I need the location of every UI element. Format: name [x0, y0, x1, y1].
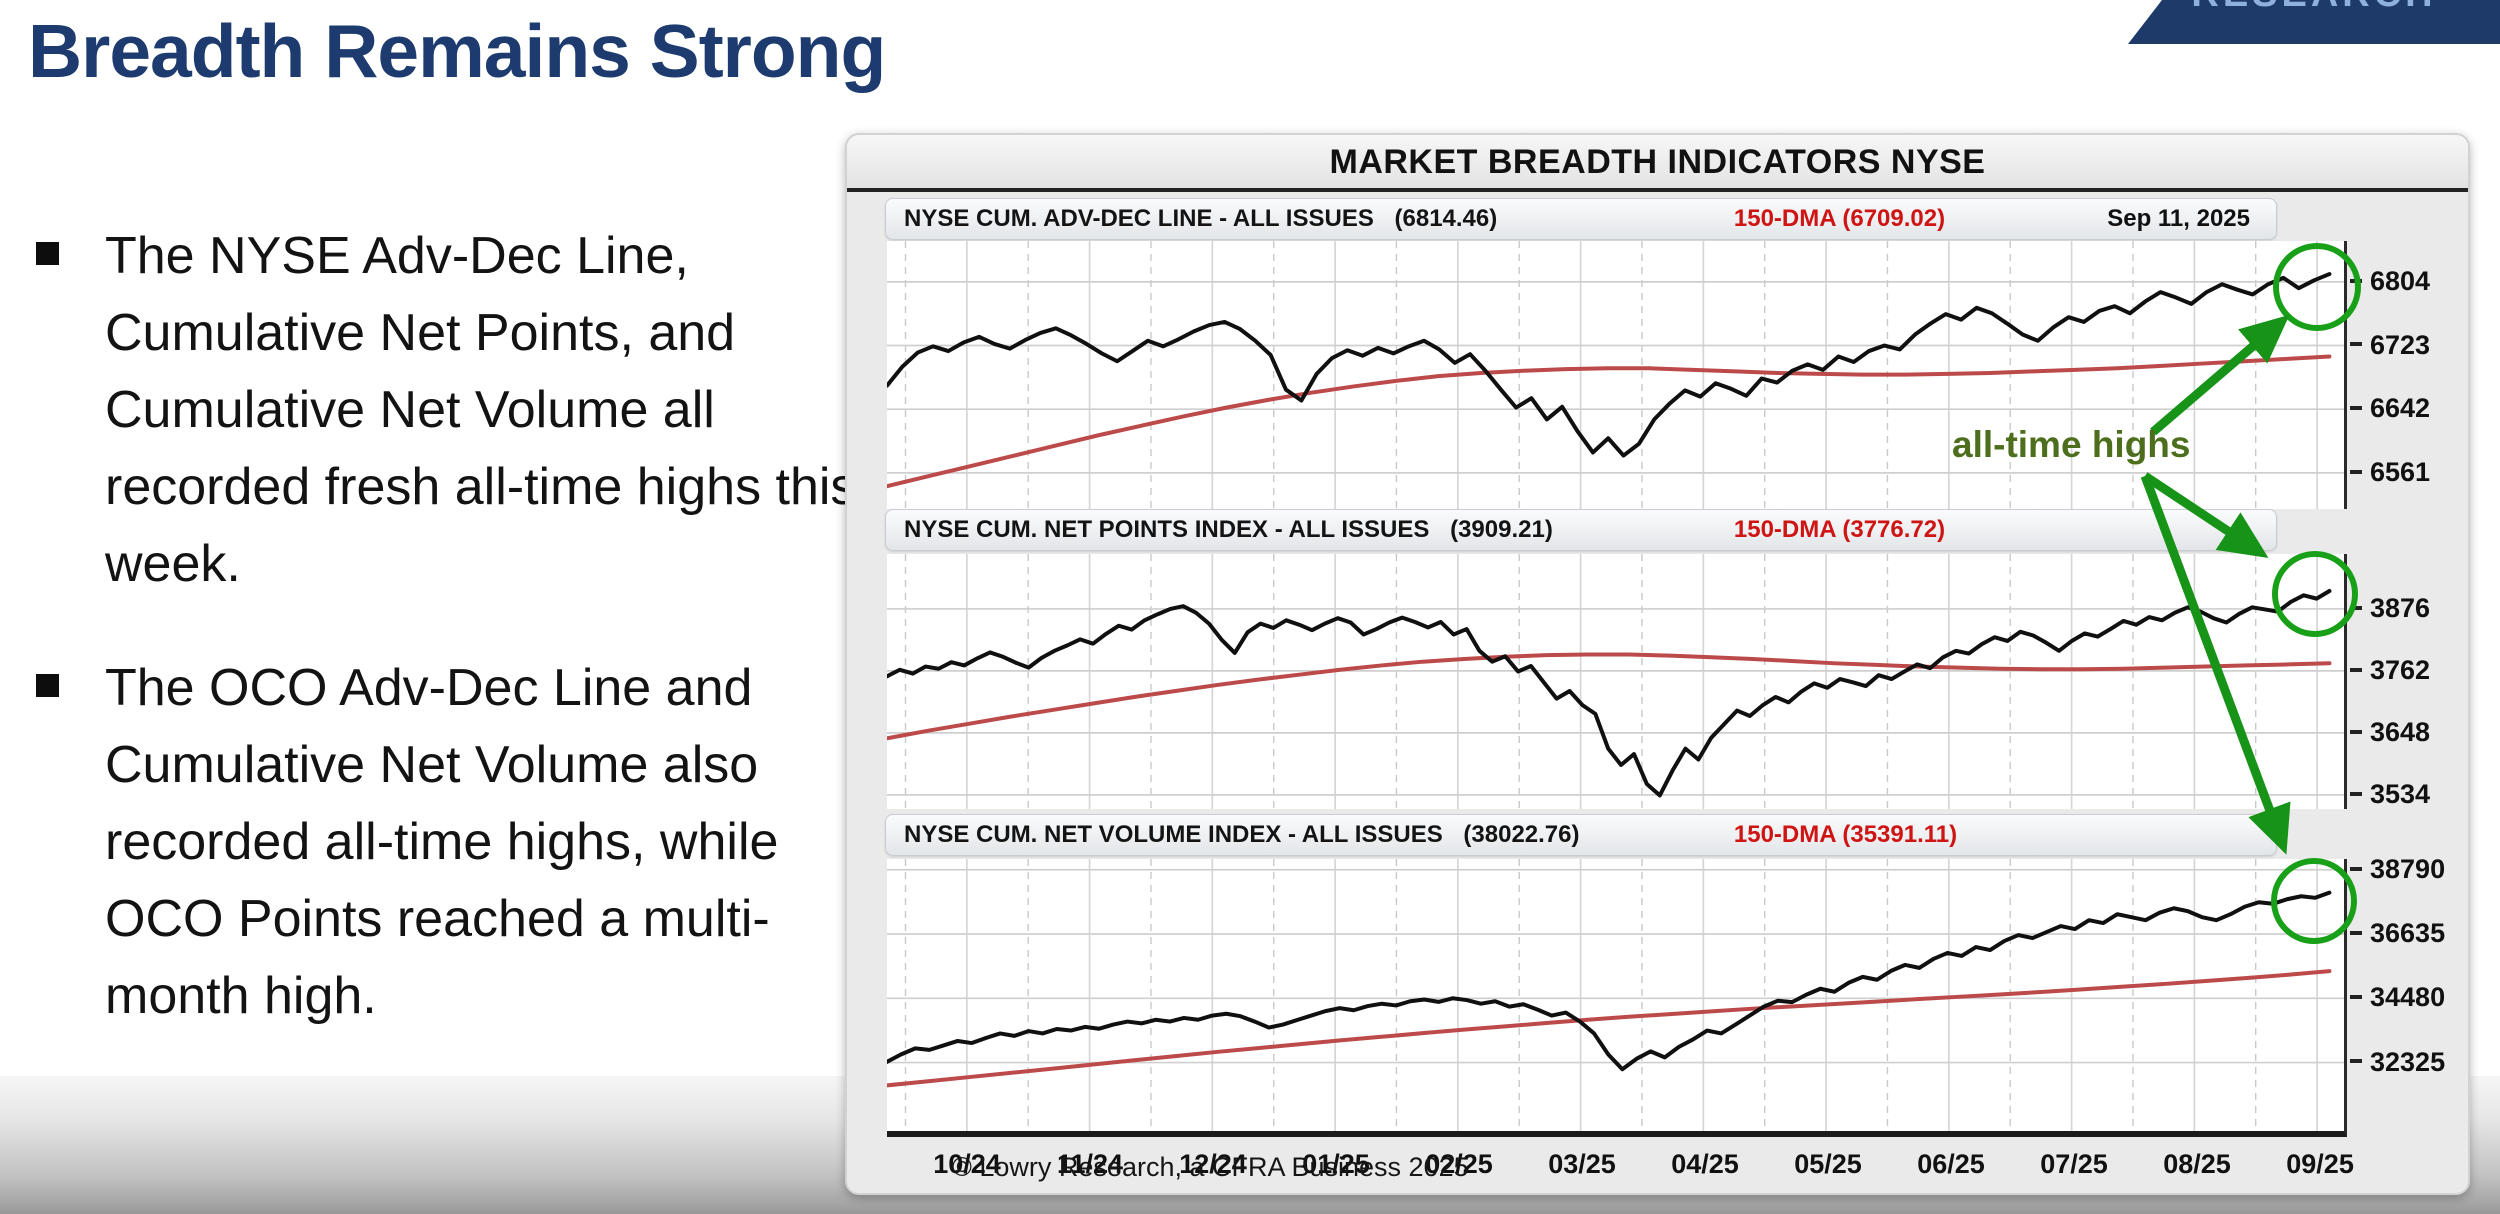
y-tick-label: 32325 [2350, 1047, 2445, 1078]
tick-mark [2350, 605, 2362, 610]
y-tick-label: 3876 [2350, 593, 2430, 624]
y-tick-label: 6561 [2350, 457, 2430, 488]
y-tick-label: 6642 [2350, 393, 2430, 424]
x-tick-label: 12/24 [1179, 1149, 1247, 1179]
chart-date: Sep 11, 2025 [2107, 205, 2250, 232]
tick-mark [2350, 791, 2362, 796]
x-tick-label: 10/24 [933, 1149, 1001, 1179]
panel-dma-value: 150-DMA (35391.11) [1733, 821, 1958, 848]
y-tick-label: 34480 [2350, 982, 2445, 1013]
y-tick-label: 6723 [2350, 330, 2430, 361]
tick-mark [2350, 342, 2362, 347]
panel-header-net-volume: NYSE CUM. NET VOLUME INDEX - ALL ISSUES … [885, 814, 2277, 856]
x-tick-label: 06/25 [1917, 1149, 1985, 1179]
tick-mark [2350, 278, 2362, 283]
tick-mark [2350, 406, 2362, 411]
x-tick-label: 01/25 [1302, 1149, 1370, 1179]
panel-label: NYSE CUM. NET POINTS INDEX - ALL ISSUES [904, 516, 1430, 543]
bullet-marker-icon [36, 674, 59, 697]
panel-label: NYSE CUM. NET VOLUME INDEX - ALL ISSUES [904, 821, 1443, 848]
x-tick-label: 05/25 [1794, 1149, 1862, 1179]
all-time-highs-label: all-time highs [1952, 424, 2191, 465]
x-tick-label: 02/25 [1425, 1149, 1493, 1179]
chart-card: MARKET BREADTH INDICATORS NYSE NYSE CUM.… [845, 133, 2470, 1195]
plot-net-volume-index [887, 859, 2347, 1137]
bullet-marker-icon [36, 242, 59, 265]
x-tick-label: 07/25 [2040, 1149, 2108, 1179]
corner-logo-banner: RESEARCH [2128, 0, 2500, 44]
y-tick-label: 3762 [2350, 655, 2430, 686]
panel-value: (6814.46) [1394, 205, 1498, 232]
x-axis-month-labels: 10/24 11/24 12/24 01/25 02/25 03/25 04/25 05/25… [887, 1143, 2354, 1185]
banner-text: RESEARCH [2128, 0, 2500, 16]
x-tick-label: 04/25 [1671, 1149, 1739, 1179]
y-axis-net-points: 3876 3762 3648 3534 [2350, 554, 2468, 809]
tick-mark [2350, 866, 2362, 871]
bullet-text: The OCO Adv-Dec Line and Cumulative Net … [105, 659, 779, 1025]
x-tick-label: 03/25 [1548, 1149, 1616, 1179]
page-title: Breadth Remains Strong [28, 9, 886, 93]
tick-mark [2350, 995, 2362, 1000]
x-tick-label: 08/25 [2163, 1149, 2231, 1179]
y-tick-label: 3648 [2350, 717, 2430, 748]
y-tick-label: 38790 [2350, 854, 2445, 885]
bullet-item: The NYSE Adv-Dec Line, Cumulative Net Po… [36, 218, 916, 603]
panel-dma-value: 150-DMA (3776.72) [1733, 516, 1946, 543]
copyright-text: © Lowry Research, a CFRA Business 2025 [952, 1152, 1469, 1182]
panel-header-adv-dec: NYSE CUM. ADV-DEC LINE - ALL ISSUES (681… [885, 198, 2277, 240]
x-tick-label: 11/24 [1056, 1149, 1124, 1179]
tick-mark [2350, 930, 2362, 935]
y-tick-label: 3534 [2350, 779, 2430, 810]
tick-mark [2350, 1059, 2362, 1064]
tick-mark [2350, 729, 2362, 734]
panel-value: (38022.76) [1463, 821, 1580, 848]
plot-net-points-index [887, 554, 2347, 809]
bullet-item: The OCO Adv-Dec Line and Cumulative Net … [36, 650, 916, 1035]
tick-mark [2350, 469, 2362, 474]
plot-adv-dec-line [887, 241, 2347, 509]
y-axis-adv-dec: 6804 6723 6642 6561 [2350, 241, 2468, 509]
y-tick-label: 36635 [2350, 918, 2445, 949]
chart-title: MARKET BREADTH INDICATORS NYSE [847, 135, 2468, 192]
panel-header-net-points: NYSE CUM. NET POINTS INDEX - ALL ISSUES … [885, 509, 2277, 551]
panel-dma-value: 150-DMA (6709.02) [1733, 205, 1946, 232]
y-axis-net-volume: 38790 36635 34480 32325 [2350, 854, 2468, 1137]
panel-value: (3909.21) [1450, 516, 1553, 543]
y-tick-label: 6804 [2350, 266, 2430, 297]
bullet-text: The NYSE Adv-Dec Line, Cumulative Net Po… [105, 227, 857, 593]
x-tick-label: 09/25 [2286, 1149, 2354, 1179]
panel-label: NYSE CUM. ADV-DEC LINE - ALL ISSUES [904, 205, 1374, 232]
tick-mark [2350, 667, 2362, 672]
